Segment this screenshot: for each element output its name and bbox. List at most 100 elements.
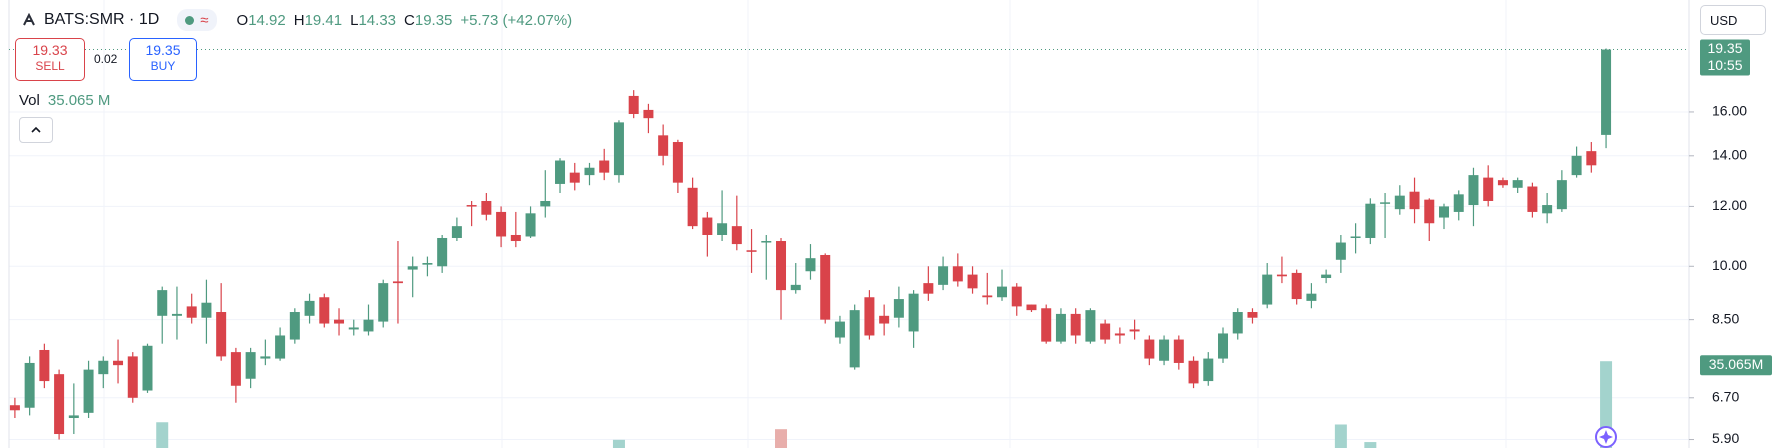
countdown: 10:55: [1707, 57, 1742, 73]
candle-body: [1173, 339, 1184, 363]
candle-body: [481, 200, 492, 215]
ohlc-item: C19.35: [404, 12, 452, 29]
candle-body: [834, 321, 845, 338]
candle-body: [24, 362, 35, 408]
candle-body: [186, 306, 197, 318]
candle-body: [1247, 312, 1258, 318]
y-tick-label: 5.90: [1712, 430, 1739, 446]
sell-button[interactable]: 19.33 SELL: [15, 38, 85, 81]
candle-body: [746, 250, 757, 252]
candle-body: [938, 266, 949, 285]
ohlc-key: H: [293, 11, 305, 29]
candle-body: [908, 293, 919, 332]
legend: BATS:SMR · 1D ≈ O14.92 H19.41 L14.33 C19…: [22, 9, 572, 31]
candle-body: [731, 226, 742, 245]
candle-body: [54, 374, 65, 435]
status-dot: [185, 15, 195, 25]
candle-body: [1188, 360, 1199, 384]
candle-body: [997, 286, 1008, 298]
buy-price: 19.35: [145, 42, 181, 58]
candle-body: [672, 142, 683, 183]
y-tick-label: 10.00: [1712, 257, 1747, 273]
ohlc-value: 19.41: [304, 11, 343, 29]
symbol[interactable]: BATS:SMR · 1D: [44, 11, 160, 28]
candle-body: [39, 349, 50, 382]
status-pill[interactable]: ≈: [177, 9, 217, 31]
candle-body: [790, 284, 801, 291]
chevron: [31, 126, 41, 133]
currency-button[interactable]: USD: [1700, 5, 1766, 35]
candle-body: [1129, 329, 1140, 332]
candle-body: [201, 302, 212, 318]
ohlc-value: 19.35: [414, 11, 453, 29]
candle-body: [1527, 186, 1538, 212]
candle-body: [967, 274, 978, 289]
candle-body: [923, 283, 934, 294]
ohlc-item: O14.92: [237, 12, 286, 29]
symbol-icon: [23, 13, 35, 26]
candle-body: [1276, 274, 1287, 277]
candle-body: [569, 172, 580, 183]
candle-body: [761, 241, 772, 243]
candle-body: [1100, 323, 1111, 340]
candle-body: [437, 237, 448, 267]
candle-body: [805, 258, 816, 272]
candle-body: [1571, 155, 1582, 176]
candle-body: [1542, 205, 1553, 214]
candle-body: [319, 297, 330, 324]
candle-body: [717, 223, 728, 235]
candle-body: [849, 310, 860, 368]
spread: 0.02: [94, 52, 118, 66]
candle-body: [510, 234, 521, 242]
candle-body: [1262, 274, 1273, 305]
candle-body: [584, 167, 595, 176]
candle-body: [1291, 272, 1302, 300]
candle-body: [893, 299, 904, 318]
candle-body: [348, 327, 359, 330]
compass-icon: [1595, 426, 1617, 448]
y-tick-label: 6.70: [1712, 388, 1739, 404]
icon-star: [1599, 430, 1613, 444]
candle-body: [83, 369, 94, 413]
y-tick-label: 16.00: [1712, 103, 1747, 119]
candle-body: [820, 254, 831, 320]
candle-body: [260, 356, 271, 359]
candle-body: [540, 200, 551, 207]
change: +5.73 (+42.07%): [460, 11, 573, 29]
candle-body: [1601, 49, 1612, 135]
candle-body: [1306, 293, 1317, 301]
candle-body: [613, 122, 624, 176]
candle-body: [658, 135, 669, 156]
currency: USD: [1710, 13, 1738, 28]
candle-body: [363, 319, 374, 332]
candle-body: [1380, 202, 1391, 204]
candle-body: [1011, 286, 1022, 307]
candle-body: [555, 160, 566, 184]
volume-bar: [1334, 424, 1347, 448]
candle-body: [1232, 312, 1243, 334]
candle-body: [643, 109, 654, 119]
sell-label: SELL: [35, 59, 65, 73]
candle-body: [245, 352, 256, 379]
candle-body: [1439, 206, 1450, 218]
volume-legend-label: Vol: [19, 92, 40, 109]
candle-body: [1026, 304, 1037, 311]
candle-body: [1321, 274, 1332, 278]
candle-body: [1085, 310, 1096, 342]
candle-body: [1453, 194, 1464, 212]
collapse-button[interactable]: [19, 117, 53, 143]
candle-body: [864, 297, 875, 336]
volume-bar: [612, 439, 625, 448]
candle-body: [952, 266, 963, 282]
price-axis: 5.906.708.5010.0012.0014.0016.0019.3510:…: [9, 39, 1772, 446]
volume-label: 35.065M: [1709, 356, 1763, 372]
candles: [9, 48, 1612, 440]
ohlc-key: L: [350, 11, 359, 29]
volume-bar: [156, 422, 169, 448]
buy-button[interactable]: 19.35 BUY: [129, 38, 197, 81]
ohlc-value: 14.92: [248, 11, 286, 29]
ohlc-item: L14.33: [350, 12, 396, 29]
candle-body: [1218, 333, 1229, 359]
candle-body: [1394, 195, 1405, 210]
